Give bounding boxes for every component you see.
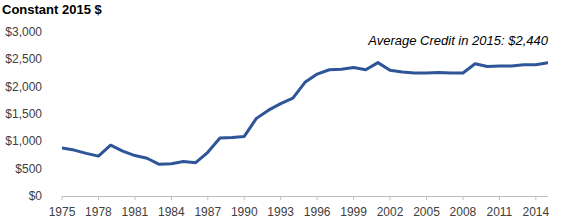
x-tick	[426, 196, 427, 200]
y-tick-label: $2,000	[5, 80, 42, 94]
x-tick-label: 1999	[340, 205, 367, 219]
x-tick-label: 1981	[122, 205, 149, 219]
x-tick	[207, 196, 208, 200]
x-tick-label: 2011	[486, 205, 512, 219]
y-tick	[58, 86, 62, 87]
y-tick-label: $1,000	[5, 134, 42, 148]
x-tick	[280, 196, 281, 200]
x-tick-label: 2014	[522, 205, 549, 219]
plot-area	[62, 63, 548, 165]
data-line	[62, 63, 548, 165]
x-tick-label: 1975	[49, 205, 76, 219]
y-tick	[58, 114, 62, 115]
x-tick-label: 1996	[304, 205, 331, 219]
title: Constant 2015 $	[2, 2, 102, 17]
x-tick	[353, 196, 354, 200]
x-tick-label: 1993	[267, 205, 294, 219]
x-tick-label: 2005	[413, 205, 440, 219]
y-tick-label: $1,500	[5, 107, 42, 121]
x-tick	[317, 196, 318, 200]
x-tick	[98, 196, 99, 200]
x-tick	[171, 196, 172, 200]
x-tick	[62, 196, 63, 200]
x-tick-label: 1984	[158, 205, 185, 219]
chart: Constant 2015 $ $0 $500 $1,000 $1,500 $2,000 $…	[0, 0, 566, 224]
y-tick	[58, 168, 62, 169]
y-tick	[58, 32, 62, 33]
x-tick	[134, 196, 135, 200]
x-tick-label: 2008	[450, 205, 477, 219]
y-tick	[58, 59, 62, 60]
x-tick	[499, 196, 500, 200]
x-tick-label: 1978	[85, 205, 112, 219]
x-tick	[462, 196, 463, 200]
x-tick	[244, 196, 245, 200]
x-tick-label: 1987	[194, 205, 221, 219]
x-tick	[390, 196, 391, 200]
y-tick	[58, 141, 62, 142]
y-tick	[58, 196, 62, 197]
y-tick-label: $2,500	[5, 52, 42, 66]
x-tick	[535, 196, 536, 200]
y-tick-label: $500	[15, 162, 42, 176]
annotation: Average Credit in 2015: $2,440	[367, 33, 548, 48]
x-tick-label: 2002	[377, 205, 404, 219]
y-tick-label: $0	[29, 189, 43, 203]
x-tick-label: 1990	[231, 205, 258, 219]
y-tick-label: $3,000	[5, 25, 42, 39]
